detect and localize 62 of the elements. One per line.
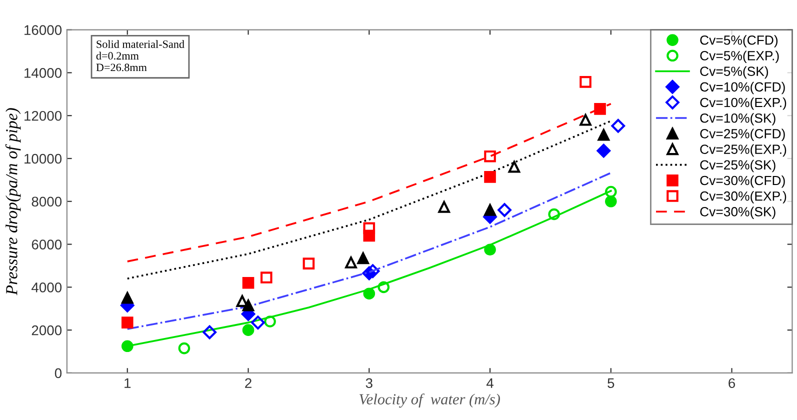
point xyxy=(498,203,512,217)
legend-label: Cv=5%(SK) xyxy=(700,66,768,79)
point xyxy=(508,160,520,173)
point xyxy=(594,103,606,115)
annotation: Solid material-Sand d=0.2mm D=26.8mm xyxy=(96,40,184,72)
legend-label: Cv=5%(EXP.) xyxy=(700,50,779,63)
point xyxy=(202,325,217,340)
point xyxy=(302,258,315,270)
x-tick-label: 5 xyxy=(608,378,614,388)
legend-label: Cv=10%(EXP.) xyxy=(700,97,786,110)
point xyxy=(260,272,272,284)
point xyxy=(357,252,370,264)
y-tick-label: 14000 xyxy=(24,68,62,78)
point xyxy=(264,316,276,328)
y-tick-label: 12000 xyxy=(24,110,62,121)
point xyxy=(598,129,610,141)
point xyxy=(580,114,592,126)
y-tick-label: 0 xyxy=(54,368,62,378)
line-series xyxy=(126,102,612,262)
x-tick-label: 3 xyxy=(366,378,372,388)
point xyxy=(611,118,626,133)
legend-label: Cv=25%(CFD) xyxy=(700,128,785,141)
x-tick-label: 6 xyxy=(728,378,736,388)
point xyxy=(604,186,617,198)
point xyxy=(438,201,450,213)
point xyxy=(580,76,592,88)
y-tick-label: 4000 xyxy=(32,282,62,292)
point xyxy=(548,208,560,220)
y-tick-label: 10000 xyxy=(24,154,62,164)
legend-label: Cv=25%(SK) xyxy=(700,160,776,172)
point xyxy=(121,292,134,304)
y-axis-title: Pressure drop(pa/m of pipe) xyxy=(5,108,21,296)
y-tick-label: 16000 xyxy=(24,25,62,35)
point xyxy=(484,150,496,162)
point xyxy=(596,144,611,158)
legend-label: Cv=30%(SK) xyxy=(700,206,776,219)
y-tick-label: 6000 xyxy=(32,240,62,250)
y-tick-label: 8000 xyxy=(32,196,62,207)
point xyxy=(251,316,265,330)
point xyxy=(242,276,254,289)
x-tick-label: 4 xyxy=(486,378,494,388)
x-axis-title: Velocity of water (m/s) xyxy=(360,394,500,408)
legend-label: Cv=10%(CFD) xyxy=(700,82,785,94)
legend-label: Cv=10%(SK) xyxy=(700,113,776,126)
point xyxy=(178,342,190,354)
point xyxy=(378,281,390,294)
y-tick-label: 2000 xyxy=(32,325,62,336)
point xyxy=(345,256,357,268)
point xyxy=(484,171,496,183)
point xyxy=(484,204,496,216)
point xyxy=(121,316,134,328)
legend-label: Cv=5%(CFD) xyxy=(700,35,778,48)
x-tick-label: 2 xyxy=(245,378,252,388)
point xyxy=(484,244,496,256)
point xyxy=(363,222,376,234)
point xyxy=(242,324,254,336)
legend-label: Cv=30%(EXP.) xyxy=(700,191,786,204)
point xyxy=(121,340,134,352)
legend-label: Cv=25%(EXP.) xyxy=(700,144,786,157)
legend-label: Cv=30%(CFD) xyxy=(700,175,785,188)
point xyxy=(604,195,617,208)
x-tick-label: 1 xyxy=(124,378,131,388)
